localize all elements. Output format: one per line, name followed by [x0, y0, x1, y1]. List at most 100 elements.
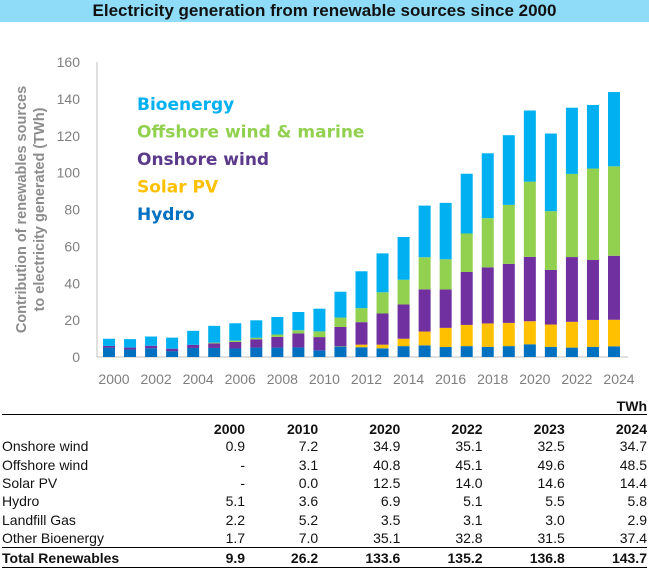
stacked-bar-chart: Contribution of renewables sources to ele…: [14, 54, 635, 387]
table-cell: 26.2: [245, 547, 319, 568]
legend-item-onshore-wind: Onshore wind: [137, 150, 269, 170]
bar-segment-solar-pv: [565, 321, 578, 348]
bar-segment-bioenergy: [502, 135, 515, 205]
bar-segment-bioenergy: [460, 173, 473, 234]
y-tick-label: 0: [72, 349, 80, 365]
table-cell: 34.9: [373, 438, 401, 455]
table-cell: 32.5: [537, 438, 565, 455]
bar-segment-hydro: [523, 344, 536, 357]
bar-segment-bioenergy: [124, 339, 137, 348]
y-axis-ticks: 0 20 40 60 80 100 120 140 160: [57, 54, 81, 365]
row-label: Other Bioenergy: [2, 530, 104, 547]
bar-segment-solar-pv: [460, 324, 473, 347]
bar-segment-onshore-wind: [103, 345, 115, 348]
bar-segment-onshore-wind: [229, 341, 242, 349]
bar-segment-hydro: [208, 347, 221, 357]
table-cell: 5.2: [298, 511, 319, 528]
bar-segment-offshore-wind-marine: [376, 292, 389, 314]
x-axis-ticks: 2000 2002 2004 2006 2008 2010 2012 2014 2016 2018…: [98, 371, 634, 387]
table-cell: 0.0: [298, 474, 319, 491]
table-row: Other Bioenergy 1.7 7.0 35.1 32.8 31.5 37.4: [2, 529, 647, 548]
x-tick-label: 2008: [267, 371, 298, 387]
x-tick-label: 2020: [519, 371, 550, 387]
table-cell: 1.7: [225, 530, 246, 547]
bar-stack-2004: [187, 330, 200, 357]
table-row: Onshore wind 0.9 7.2 34.9 35.1 32.5 34.7: [2, 437, 647, 455]
empty-cell: [172, 398, 245, 415]
bar-segment-hydro: [187, 347, 200, 357]
x-tick-label: 2024: [603, 371, 634, 387]
table-cell: 3.1: [463, 511, 483, 528]
bar-segment-bioenergy: [376, 253, 389, 293]
bar-stack-2023: [586, 104, 599, 357]
table-cell: 5.5: [545, 493, 565, 510]
bar-segment-offshore-wind-marine: [523, 181, 536, 257]
bar-stack-2010: [313, 308, 326, 357]
bar-segment-hydro: [103, 347, 115, 357]
bar-segment-hydro: [544, 346, 557, 357]
bar-segment-solar-pv: [586, 319, 599, 347]
column-header: 2023: [482, 414, 565, 437]
bar-segment-onshore-wind: [544, 269, 557, 325]
table-cell: 49.6: [537, 456, 565, 473]
empty-cell: [318, 398, 400, 415]
bar-stack-2003: [166, 337, 179, 357]
bar-segment-solar-pv: [397, 338, 410, 347]
bar-segment-bioenergy: [544, 133, 557, 212]
table-cell: 9.9: [172, 547, 246, 568]
bar-segment-onshore-wind: [355, 322, 368, 345]
bar-stack-2019: [502, 135, 515, 357]
table-row: Hydro 5.1 3.6 6.9 5.1 5.5 5.8: [2, 492, 647, 510]
bar-segment-hydro: [481, 346, 494, 357]
column-header: 2000: [172, 414, 246, 437]
bar-segment-solar-pv: [355, 344, 368, 348]
bar-segment-onshore-wind: [292, 333, 305, 348]
bar-stack-2008: [271, 316, 284, 357]
bar-segment-onshore-wind: [145, 345, 158, 349]
bar-segment-hydro: [376, 348, 389, 357]
bar-stack-2006: [229, 323, 242, 357]
table-cell: 133.6: [318, 547, 401, 568]
bar-segment-onshore-wind: [208, 343, 221, 348]
bar-segment-solar-pv: [502, 322, 515, 347]
bar-segment-offshore-wind-marine: [397, 279, 410, 305]
y-tick-label: 120: [57, 128, 81, 144]
bar-segment-onshore-wind: [271, 336, 284, 348]
bar-segment-hydro: [460, 346, 473, 357]
table-cell: 35.1: [373, 530, 401, 547]
column-header: 2024: [564, 414, 647, 437]
bar-segment-onshore-wind: [124, 347, 137, 350]
table-row: Offshore wind - 3.1 40.8 45.1 49.6 48.5: [2, 455, 647, 473]
data-table: TWh 2000 2010 2020 2022 2023 2024 Onshore wind 0…: [2, 398, 647, 568]
table-cell: 31.5: [537, 530, 565, 547]
table-cell: 0.9: [225, 438, 246, 455]
bar-segment-onshore-wind: [166, 348, 179, 352]
bar-segment-offshore-wind-marine: [608, 166, 620, 256]
bar-segment-onshore-wind: [439, 289, 452, 328]
bar-stack-2005: [208, 325, 221, 357]
bar-segment-hydro: [145, 348, 158, 357]
row-label: Total Renewables: [2, 547, 172, 568]
bar-segment-offshore-wind-marine: [355, 308, 368, 323]
table-cell: 3.6: [298, 493, 319, 510]
bar-segment-hydro: [229, 348, 242, 357]
bar-stack-2017: [460, 173, 473, 357]
bar-segment-bioenergy: [208, 325, 221, 343]
table-cell: 5.8: [627, 493, 647, 510]
bar-stack-2013: [376, 253, 389, 357]
bar-segment-bioenergy: [439, 202, 452, 260]
bar-stack-2022: [565, 107, 578, 357]
legend-item-offshore-wind-marine: Offshore wind & marine: [137, 123, 364, 143]
bar-stack-2016: [439, 202, 452, 357]
bar-stack-2018: [481, 153, 494, 357]
bar-segment-hydro: [439, 347, 452, 357]
bar-segment-offshore-wind-marine: [481, 218, 494, 268]
bar-segment-bioenergy: [187, 330, 200, 345]
table-cell: 35.1: [455, 438, 483, 455]
bar-stack-2020: [523, 110, 536, 357]
table-cell: 135.2: [400, 547, 483, 568]
bar-segment-hydro: [608, 346, 620, 357]
bar-segment-hydro: [586, 346, 599, 357]
bar-segment-bioenergy: [397, 236, 410, 280]
bar-segment-bioenergy: [145, 336, 158, 346]
